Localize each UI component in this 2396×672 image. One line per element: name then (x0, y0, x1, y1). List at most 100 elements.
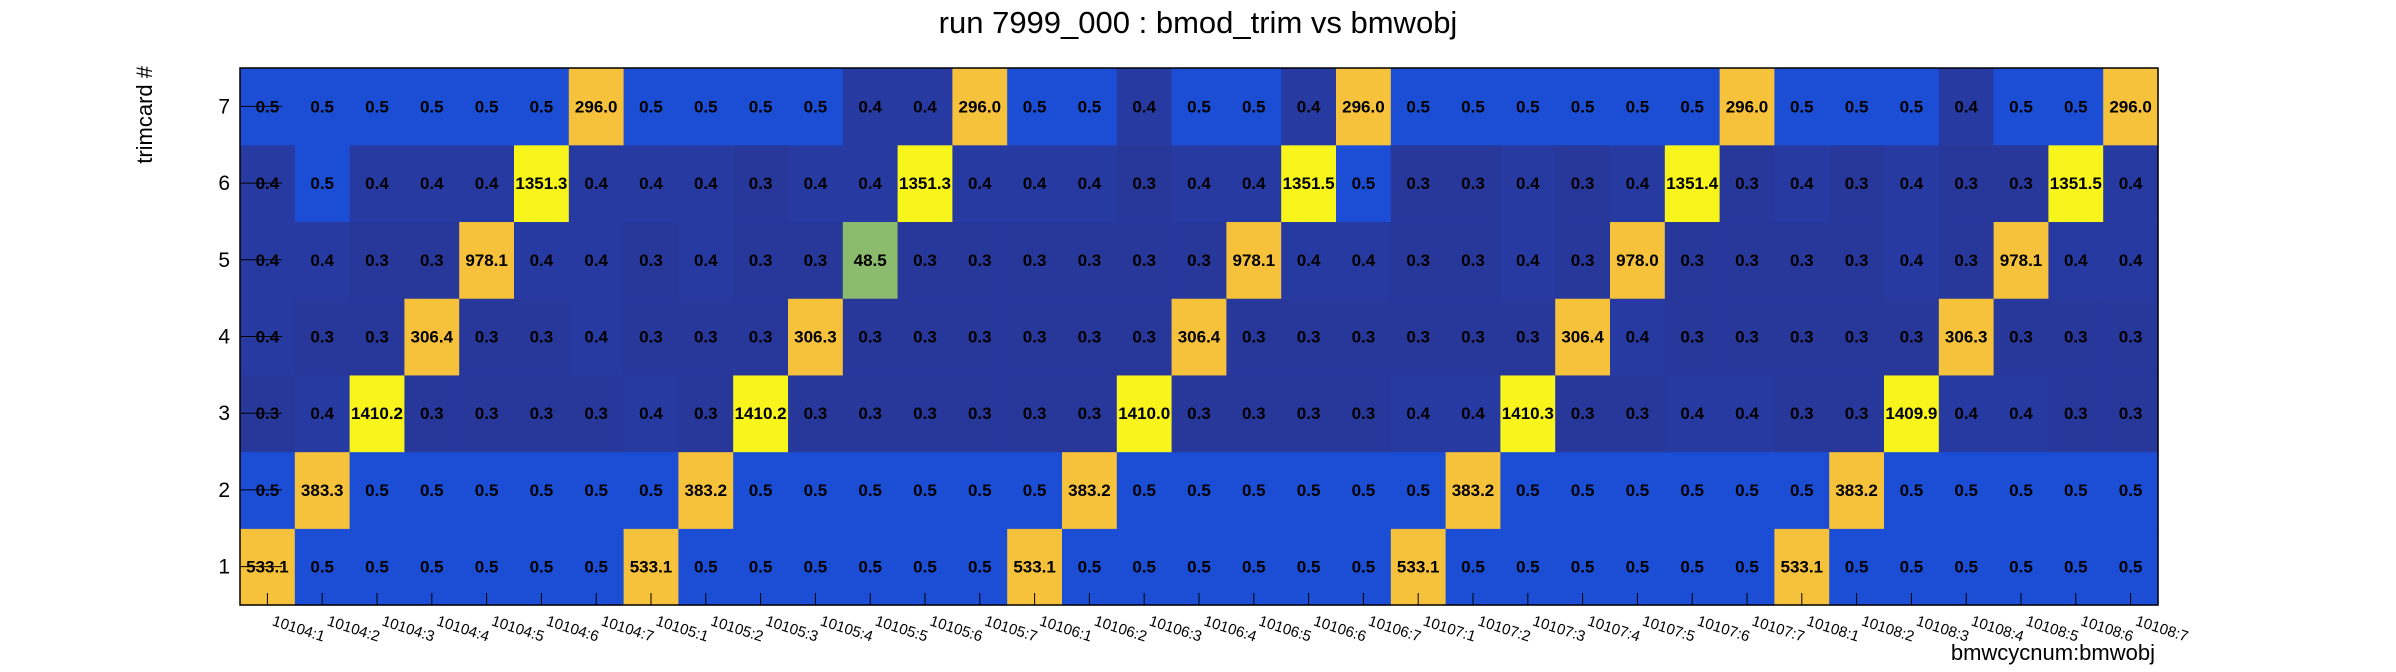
heatmap-cell (1281, 298, 1337, 376)
heatmap-cell-label: 0.5 (804, 97, 828, 116)
heatmap-cell (1336, 298, 1392, 376)
heatmap-cell (568, 144, 625, 223)
heatmap-cell (1171, 528, 1227, 606)
heatmap-cell (1500, 374, 1556, 453)
heatmap-cell-label: 0.4 (2009, 404, 2033, 423)
heatmap-cell (404, 144, 460, 223)
heatmap-cell-label: 0.4 (1516, 174, 1540, 193)
heatmap-cell-label: 306.4 (1178, 328, 1221, 347)
heatmap-cell-label: 0.5 (420, 97, 444, 116)
heatmap-cell (678, 374, 734, 453)
heatmap-cell (842, 298, 899, 376)
x-tick-label: 10105:4 (818, 613, 875, 646)
heatmap-cell-label: 0.5 (1406, 97, 1430, 116)
heatmap-cell-label: 0.5 (1845, 97, 1869, 116)
heatmap-cell (678, 528, 734, 606)
heatmap-cell-label: 0.4 (694, 174, 718, 193)
heatmap-cell (1938, 298, 1995, 376)
heatmap-cell-label: 0.5 (1297, 481, 1321, 500)
heatmap-cell (1774, 374, 1830, 453)
heatmap-cell-label: 0.3 (1954, 174, 1978, 193)
heatmap-cell (1226, 451, 1282, 529)
heatmap-cell-label: 0.5 (913, 558, 937, 577)
heatmap-cell (514, 374, 570, 453)
heatmap-cell-label: 1409.9 (1885, 404, 1937, 423)
heatmap-cell (623, 298, 679, 376)
heatmap-cell (294, 451, 351, 529)
heatmap-cell (1555, 374, 1611, 453)
heatmap-cell (349, 298, 405, 376)
heatmap-cell (1610, 298, 1666, 376)
heatmap-cell-label: 306.3 (1945, 328, 1988, 347)
heatmap-cell (897, 528, 953, 606)
heatmap-cell-label: 0.4 (1023, 174, 1047, 193)
heatmap-cell (1007, 144, 1063, 223)
heatmap-cell (294, 528, 351, 606)
heatmap-cell-label: 0.5 (1406, 481, 1430, 500)
heatmap-cell (1774, 528, 1830, 606)
heatmap-cell-label: 0.5 (1023, 97, 1047, 116)
heatmap-cell (1226, 528, 1282, 606)
heatmap-cell (1829, 68, 1885, 146)
heatmap-cell-label: 0.3 (365, 328, 389, 347)
heatmap-cell-label: 0.5 (1352, 558, 1376, 577)
heatmap-cell-label: 0.3 (1406, 251, 1430, 270)
heatmap-cell (1007, 221, 1063, 299)
heatmap-cell-label: 1410.2 (735, 404, 787, 423)
heatmap-cell (1336, 374, 1392, 453)
heatmap-cell (514, 68, 570, 146)
heatmap-cell (1062, 298, 1118, 376)
heatmap-cell (842, 221, 899, 299)
heatmap-cell (2103, 221, 2159, 299)
heatmap-cell-label: 0.3 (530, 328, 554, 347)
heatmap-cell-label: 0.4 (310, 251, 334, 270)
heatmap-cell (1555, 144, 1611, 223)
heatmap-cell-label: 0.5 (913, 481, 937, 500)
heatmap-cell-label: 0.3 (804, 251, 828, 270)
heatmap-cell-label: 0.3 (1461, 251, 1485, 270)
heatmap-cell (294, 221, 351, 299)
heatmap-cell-label: 0.5 (804, 481, 828, 500)
heatmap-cell-label: 0.4 (584, 174, 608, 193)
heatmap-cell-label: 0.4 (1954, 404, 1978, 423)
heatmap-cell-label: 306.4 (411, 328, 454, 347)
heatmap-cell-label: 0.3 (913, 251, 937, 270)
heatmap-cell (1500, 528, 1556, 606)
heatmap-cell (952, 144, 1008, 223)
heatmap-cell (678, 144, 734, 223)
heatmap-cell-label: 0.3 (1900, 328, 1924, 347)
heatmap-cell (1336, 528, 1392, 606)
heatmap-cell (1555, 451, 1611, 529)
heatmap-cell-label: 0.3 (1571, 251, 1595, 270)
heatmap-cell (1829, 374, 1885, 453)
heatmap-cell-label: 0.5 (584, 558, 608, 577)
heatmap-cell (1993, 528, 2049, 606)
heatmap-cell-label: 0.5 (1900, 481, 1924, 500)
heatmap-cell (1719, 298, 1775, 376)
heatmap-cell-label: 0.3 (1680, 328, 1704, 347)
heatmap-cell (1390, 528, 1447, 606)
heatmap-cell (897, 298, 953, 376)
heatmap-cell-label: 0.4 (858, 174, 882, 193)
heatmap-cell (733, 451, 789, 529)
x-tick-label: 10107:1 (1421, 613, 1478, 646)
heatmap-cell-label: 0.3 (530, 404, 554, 423)
heatmap-cell (1062, 528, 1118, 606)
heatmap-cell-label: 0.3 (1461, 174, 1485, 193)
heatmap-cell (2048, 451, 2104, 529)
heatmap-cell (842, 528, 899, 606)
x-tick-label: 10108:3 (1914, 613, 1971, 646)
heatmap-cell (1938, 221, 1995, 299)
heatmap-cell-label: 978.0 (1616, 251, 1659, 270)
heatmap-cell-label: 0.5 (749, 97, 773, 116)
heatmap-cell-label: 0.5 (694, 558, 718, 577)
heatmap-cell-label: 0.5 (2064, 558, 2088, 577)
heatmap-cell-label: 0.5 (1680, 97, 1704, 116)
heatmap-cell (1062, 68, 1118, 146)
heatmap-cell (514, 528, 570, 606)
x-tick-label: 10104:2 (325, 613, 382, 646)
heatmap-cell (294, 68, 351, 146)
heatmap-cell-label: 0.5 (1571, 97, 1595, 116)
x-tick-label: 10105:7 (983, 613, 1040, 646)
heatmap-cell-label: 0.5 (530, 558, 554, 577)
